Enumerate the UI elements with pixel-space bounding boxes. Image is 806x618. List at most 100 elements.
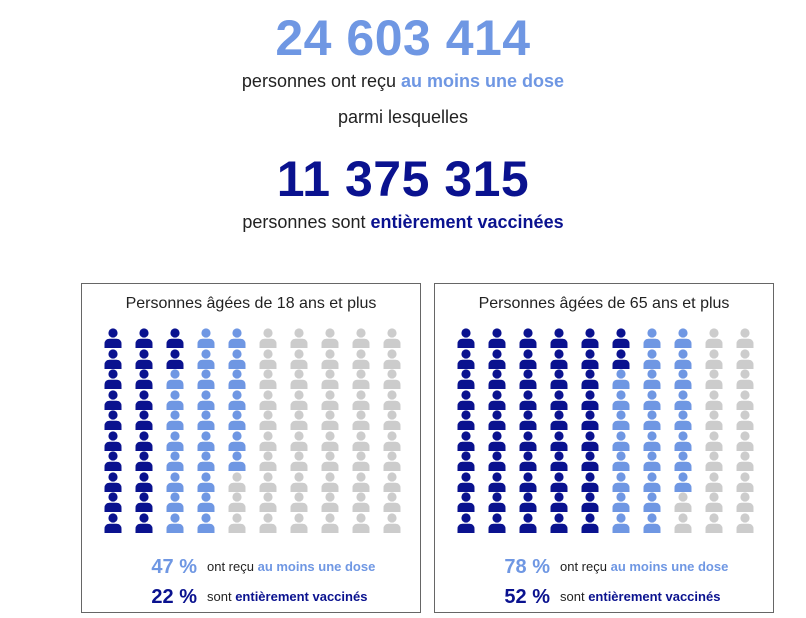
person-icon — [581, 369, 599, 390]
person-icon — [612, 328, 630, 349]
person-icon — [612, 472, 630, 492]
person-icon — [166, 410, 184, 431]
person-icon — [705, 390, 723, 410]
person-icon — [612, 369, 630, 390]
person-icon — [259, 451, 277, 472]
person-icon — [104, 431, 122, 451]
person-icon — [321, 390, 339, 410]
person-icon — [135, 513, 153, 533]
person-icon — [321, 431, 339, 451]
person-icon — [259, 513, 277, 533]
full-vaccination-prefix: personnes sont — [242, 212, 371, 232]
person-icon — [736, 390, 754, 410]
person-icon — [197, 390, 215, 410]
person-icon — [519, 513, 537, 533]
desc-dose-highlight: au moins une dose — [257, 559, 376, 574]
person-icon — [550, 369, 568, 390]
person-icon — [259, 349, 277, 369]
person-icon — [383, 390, 401, 410]
person-icon — [612, 513, 630, 533]
person-icon — [290, 451, 308, 472]
desc-at-least-one-dose: ont reçu au moins une dose — [560, 554, 728, 580]
person-icon — [457, 328, 475, 349]
person-icon — [259, 472, 277, 492]
person-icon — [581, 328, 599, 349]
person-icon — [612, 431, 630, 451]
person-icon — [488, 513, 506, 533]
person-icon — [352, 492, 370, 513]
person-icon — [104, 492, 122, 513]
person-icon — [290, 390, 308, 410]
person-icon — [290, 472, 308, 492]
person-icon — [321, 451, 339, 472]
person-icon — [197, 349, 215, 369]
person-icon — [519, 451, 537, 472]
first-dose-prefix: personnes ont reçu — [241, 71, 402, 91]
person-icon — [488, 369, 506, 390]
person-icon — [383, 451, 401, 472]
person-icon — [457, 349, 475, 369]
person-icon — [166, 349, 184, 369]
person-icon — [135, 328, 153, 349]
person-icon — [290, 349, 308, 369]
first-dose-highlight: au moins une dose — [401, 71, 565, 91]
person-icon — [321, 472, 339, 492]
person-icon — [166, 472, 184, 492]
person-icon — [519, 369, 537, 390]
person-icon — [643, 472, 661, 492]
person-icon — [197, 513, 215, 533]
person-icon — [104, 410, 122, 431]
pct-fully-vaccinated: 52 % — [504, 586, 550, 608]
person-icon — [290, 431, 308, 451]
person-icon — [166, 328, 184, 349]
person-icon — [290, 492, 308, 513]
person-icon — [736, 369, 754, 390]
desc-full-highlight: entièrement vaccinés — [235, 589, 368, 604]
person-icon — [321, 492, 339, 513]
person-icon — [581, 410, 599, 431]
person-icon — [457, 369, 475, 390]
first-dose-total: 24 603 414 — [275, 10, 531, 66]
person-icon — [197, 328, 215, 349]
person-icon — [321, 349, 339, 369]
person-icon — [135, 492, 153, 513]
person-icon — [352, 328, 370, 349]
person-icon — [705, 472, 723, 492]
person-icon — [612, 492, 630, 513]
person-icon — [228, 349, 246, 369]
person-icon — [519, 349, 537, 369]
person-icon — [643, 431, 661, 451]
desc-full-prefix: sont — [207, 589, 236, 604]
stat-fully-vaccinated: 52 % sont entièrement vaccinés — [435, 584, 773, 610]
full-vaccination-highlight: entièrement vaccinées — [370, 212, 564, 232]
person-icon — [166, 369, 184, 390]
person-icon — [321, 369, 339, 390]
desc-fully-vaccinated: sont entièrement vaccinés — [560, 584, 720, 610]
person-icon — [104, 369, 122, 390]
person-icon — [705, 369, 723, 390]
person-icon — [321, 513, 339, 533]
person-icon — [166, 492, 184, 513]
person-icon — [104, 328, 122, 349]
person-icon — [674, 410, 692, 431]
person-icon — [352, 410, 370, 431]
person-icon — [383, 472, 401, 492]
person-icon — [197, 410, 215, 431]
person-icon — [259, 390, 277, 410]
person-icon — [166, 451, 184, 472]
person-icon — [135, 472, 153, 492]
person-icon — [290, 328, 308, 349]
desc-dose-highlight: au moins une dose — [610, 559, 729, 574]
person-icon — [581, 472, 599, 492]
person-icon — [197, 492, 215, 513]
person-icon — [197, 369, 215, 390]
person-icon — [290, 410, 308, 431]
desc-dose-prefix: ont reçu — [207, 559, 258, 574]
person-icon — [674, 513, 692, 533]
person-icon — [550, 390, 568, 410]
person-icon — [383, 328, 401, 349]
person-icon — [321, 410, 339, 431]
person-icon — [550, 513, 568, 533]
person-icon — [197, 472, 215, 492]
stat-fully-vaccinated: 22 % sont entièrement vaccinés — [82, 584, 420, 610]
